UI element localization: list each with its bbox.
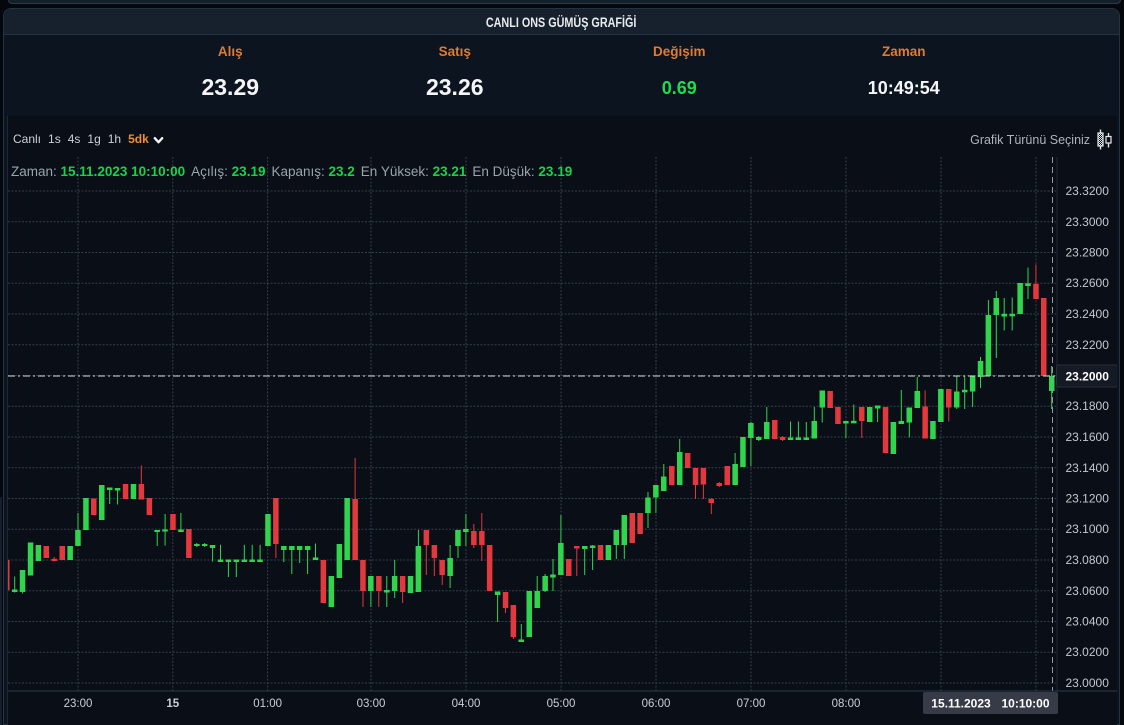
svg-text:23.2800: 23.2800 xyxy=(1066,246,1110,260)
svg-text:05:00: 05:00 xyxy=(547,698,576,710)
svg-text:23.2400: 23.2400 xyxy=(1066,307,1110,321)
svg-text:04:00: 04:00 xyxy=(452,698,481,710)
svg-text:23.0400: 23.0400 xyxy=(1066,615,1110,629)
svg-text:23.0800: 23.0800 xyxy=(1066,553,1110,567)
svg-text:23.2600: 23.2600 xyxy=(1066,276,1110,290)
svg-text:08:00: 08:00 xyxy=(832,698,861,710)
svg-text:23.1800: 23.1800 xyxy=(1066,399,1110,413)
svg-text:23.1000: 23.1000 xyxy=(1066,522,1110,536)
svg-text:06:00: 06:00 xyxy=(642,698,671,710)
svg-text:15: 15 xyxy=(166,698,179,710)
svg-text:01:00: 01:00 xyxy=(253,698,282,710)
svg-text:23.0000: 23.0000 xyxy=(1066,676,1110,690)
svg-text:03:00: 03:00 xyxy=(357,698,386,710)
svg-text:23.0200: 23.0200 xyxy=(1066,645,1110,659)
svg-text:23.3000: 23.3000 xyxy=(1066,215,1110,229)
svg-text:23.2000: 23.2000 xyxy=(1066,370,1110,384)
svg-text:23.3200: 23.3200 xyxy=(1066,184,1110,198)
svg-text:23.2200: 23.2200 xyxy=(1066,338,1110,352)
svg-text:15.11.2023: 15.11.2023 xyxy=(931,697,991,711)
svg-text:23.1400: 23.1400 xyxy=(1066,461,1110,475)
svg-text:23.1600: 23.1600 xyxy=(1066,430,1110,444)
svg-text:23:00: 23:00 xyxy=(64,698,93,710)
svg-text:10:10:00: 10:10:00 xyxy=(1001,697,1049,711)
svg-text:23.1200: 23.1200 xyxy=(1066,492,1110,506)
svg-text:07:00: 07:00 xyxy=(737,698,766,710)
svg-text:23.0600: 23.0600 xyxy=(1066,584,1110,598)
